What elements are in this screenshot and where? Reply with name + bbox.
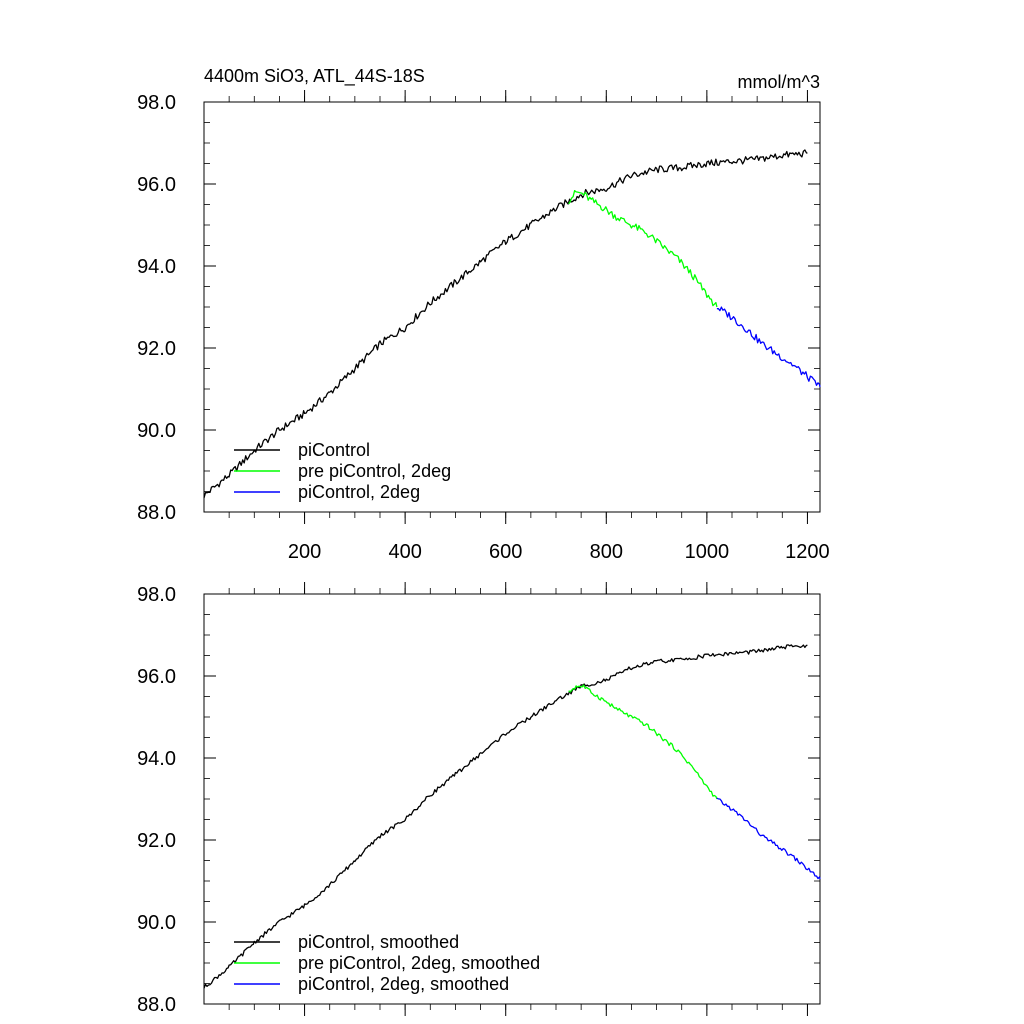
y-tick-label: 88.0 <box>137 994 176 1016</box>
x-tick-label: 800 <box>590 541 623 563</box>
y-tick-label: 88.0 <box>137 502 176 524</box>
legend-label: piControl, 2deg <box>298 482 420 502</box>
series-line-3 <box>716 306 821 388</box>
series-line-2 <box>568 684 718 800</box>
plot-frame <box>203 101 821 513</box>
x-tick-label: 400 <box>388 541 421 563</box>
y-tick-label: 98.0 <box>137 92 176 114</box>
y-tick-label: 96.0 <box>137 174 176 196</box>
y-tick-label: 96.0 <box>137 666 176 688</box>
legend-label: piControl, 2deg, smoothed <box>298 974 509 994</box>
y-tick-label: 94.0 <box>137 256 176 278</box>
y-tick-label: 90.0 <box>137 420 176 442</box>
units-label: mmol/m^3 <box>738 72 820 92</box>
series-line-3 <box>716 797 821 880</box>
y-tick-label: 92.0 <box>137 338 176 360</box>
x-tick-label: 600 <box>489 541 522 563</box>
legend-label: piControl <box>298 440 370 460</box>
legend-label: pre piControl, 2deg, smoothed <box>298 953 540 973</box>
y-tick-label: 90.0 <box>137 912 176 934</box>
x-tick-label: 200 <box>288 541 321 563</box>
series-line-1 <box>203 149 808 499</box>
series-line-1 <box>203 644 808 989</box>
series-line-2 <box>568 189 718 308</box>
chart-panel-2: 88.0 90.0 92.0 94.0 96.0 98.0 piControl, smoot… <box>137 582 821 1016</box>
y-tick-label: 98.0 <box>137 584 176 606</box>
y-tick-label: 92.0 <box>137 830 176 852</box>
y-tick-label: 94.0 <box>137 748 176 770</box>
x-tick-label: 1200 <box>785 541 830 563</box>
legend-label: piControl, smoothed <box>298 932 459 952</box>
chart-panel-1: 88.0 90.0 92.0 94.0 96.0 98.0 200 400 600 800 1000… <box>137 66 830 563</box>
legend-label: pre piControl, 2deg <box>298 461 451 481</box>
chart-title: 4400m SiO3, ATL_44S-18S <box>204 66 425 87</box>
x-tick-label: 1000 <box>685 541 730 563</box>
